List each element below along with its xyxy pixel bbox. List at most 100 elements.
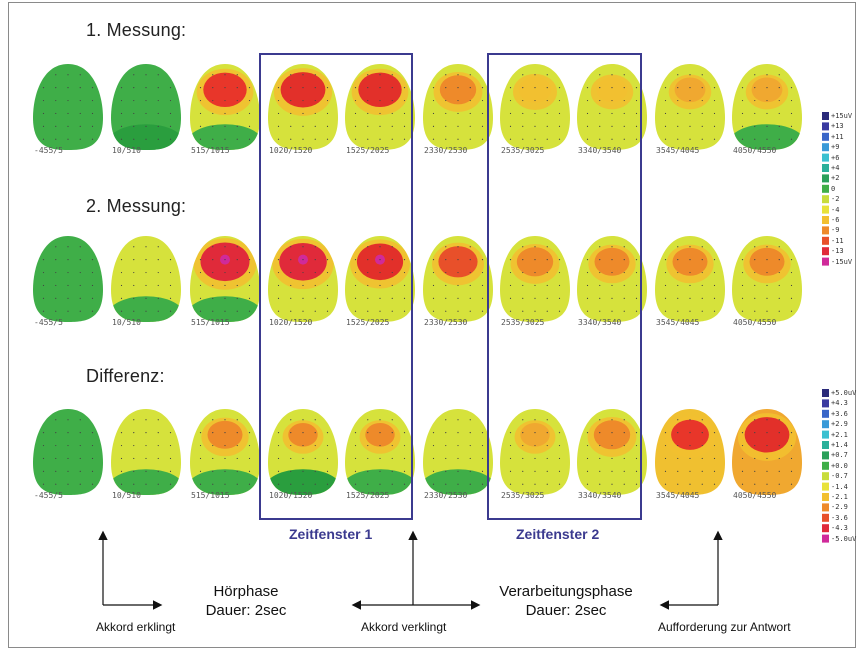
scale-2-label-10: -1.4 — [831, 482, 848, 491]
time-window-2-box — [487, 53, 642, 520]
brain-map-r2-c10 — [732, 236, 802, 322]
scale-1-label-4: +9 — [831, 143, 840, 152]
scale-2-swatch-11 — [822, 493, 829, 501]
caption-answer-prompt: Aufforderung zur Antwort — [658, 620, 791, 634]
scale-1-swatch-11 — [822, 216, 829, 224]
processing-phase: Verarbeitungsphase Dauer: 2sec — [476, 582, 656, 620]
brain-map-r1-c9 — [655, 64, 725, 150]
scale-2-label-5: +2.1 — [831, 430, 848, 439]
brain-map-r3-c9 — [655, 409, 725, 495]
brain-map-r3-c4 — [268, 409, 338, 495]
map-time-label-r1-c7: 2535/3025 — [501, 146, 545, 155]
brain-map-r2-c8 — [577, 236, 647, 322]
scale-2-swatch-2 — [822, 399, 829, 408]
scale-1-swatch-6 — [822, 164, 829, 172]
brain-map-r3-c10 — [732, 409, 802, 495]
listening-phase-duration: Dauer: 2sec — [205, 602, 287, 619]
map-time-label-r3-c4: 1020/1520 — [269, 491, 313, 500]
map-time-label-r3-c2: 10/510 — [112, 491, 141, 500]
caption-chord-fades: Akkord verklingt — [361, 620, 447, 634]
scale-1-swatch-14 — [822, 247, 829, 256]
time-window-2-label: Zeitfenster 2 — [516, 526, 600, 542]
brain-map-r2-c3 — [190, 236, 260, 322]
scale-1-swatch-15 — [822, 257, 829, 266]
scale-1-label-1: +15uV — [831, 112, 853, 120]
listening-phase-title: Hörphase — [213, 583, 279, 600]
map-time-label-r1-c9: 3545/4045 — [656, 146, 700, 155]
brain-map-r1-c3 — [190, 64, 260, 150]
map-time-label-r2-c1: -455/5 — [34, 318, 63, 327]
map-time-label-r2-c5: 1525/2025 — [346, 318, 390, 327]
scale-1-swatch-5 — [822, 153, 829, 162]
scale-2-label-3: +3.6 — [831, 409, 848, 418]
brain-map-r3-c7 — [500, 409, 570, 495]
scale-2-label-4: +2.9 — [831, 420, 848, 429]
map-time-label-r1-c2: 10/510 — [112, 146, 141, 155]
brain-map-r3-c6 — [423, 409, 493, 495]
scale-1-label-13: -11 — [831, 236, 844, 245]
map-time-label-r2-c3: 515/1015 — [191, 318, 230, 327]
scale-1-label-8: 0 — [831, 184, 836, 193]
scale-1-swatch-2 — [822, 122, 829, 131]
figure-frame — [8, 2, 856, 648]
scale-1-swatch-9 — [822, 195, 829, 204]
scale-1-label-15: -15uV — [831, 257, 853, 266]
map-time-label-r2-c10: 4050/4550 — [733, 318, 777, 327]
brain-map-r1-c7 — [500, 64, 570, 150]
scale-1-swatch-4 — [822, 143, 829, 152]
brain-map-r1-c10 — [732, 64, 802, 150]
scale-1-label-9: -2 — [831, 195, 840, 204]
scale-2-label-14: -4.3 — [831, 524, 848, 533]
brain-map-r2-c9 — [655, 236, 725, 322]
map-time-label-r2-c9: 3545/4045 — [656, 318, 700, 327]
scale-1-label-2: +13 — [831, 122, 844, 131]
caption-chord-sounds: Akkord erklingt — [96, 620, 176, 634]
scale-1-label-12: -9 — [831, 226, 840, 235]
map-time-label-r2-c2: 10/510 — [112, 318, 141, 327]
brain-map-r1-c1 — [33, 64, 103, 150]
processing-phase-duration: Dauer: 2sec — [525, 602, 607, 619]
brain-map-r2-c5 — [345, 236, 415, 322]
time-window-1-box — [259, 53, 413, 520]
map-time-label-r3-c6: 2330/2530 — [424, 491, 468, 500]
scale-2-label-11: -2.1 — [831, 493, 848, 501]
scale-2-swatch-5 — [822, 430, 829, 439]
scale-2-label-8: +0.0 — [831, 461, 848, 470]
map-time-label-r3-c8: 3340/3540 — [578, 491, 622, 500]
scale-2-label-7: +0.7 — [831, 451, 848, 460]
scale-2-swatch-14 — [822, 524, 829, 533]
brain-map-r3-c3 — [190, 409, 260, 495]
map-time-label-r3-c1: -455/5 — [34, 491, 63, 500]
brain-map-r1-c8 — [577, 64, 647, 150]
scale-2-swatch-15 — [822, 534, 829, 543]
brain-map-r1-c6 — [423, 64, 493, 150]
scale-1-label-3: +11 — [831, 132, 844, 141]
brain-map-r2-c4 — [268, 236, 338, 322]
row-title-difference: Differenz: — [86, 366, 165, 386]
scale-1-label-5: +6 — [831, 153, 840, 162]
scale-2-swatch-6 — [822, 441, 829, 449]
row-title-measurement-1: 1. Messung: — [86, 20, 187, 40]
map-time-label-r2-c8: 3340/3540 — [578, 318, 622, 327]
scale-1-label-11: -6 — [831, 216, 840, 224]
brain-map-r3-c2 — [111, 409, 181, 495]
scale-2-swatch-8 — [822, 461, 829, 470]
scale-1-swatch-7 — [822, 174, 829, 183]
map-time-label-r2-c6: 2330/2530 — [424, 318, 468, 327]
map-time-label-r2-c7: 2535/3025 — [501, 318, 545, 327]
scale-1-label-10: -4 — [831, 205, 840, 214]
map-time-label-r1-c6: 2330/2530 — [424, 146, 468, 155]
scale-2-label-1: +5.0uV — [831, 389, 857, 397]
scale-2-label-9: -0.7 — [831, 472, 848, 481]
map-time-label-r3-c7: 2535/3025 — [501, 491, 545, 500]
map-time-label-r1-c10: 4050/4550 — [733, 146, 777, 155]
processing-phase-title: Verarbeitungsphase — [499, 583, 633, 600]
map-time-label-r3-c9: 3545/4045 — [656, 491, 700, 500]
map-time-label-r3-c10: 4050/4550 — [733, 491, 777, 500]
time-window-1-label: Zeitfenster 1 — [289, 526, 373, 542]
map-time-label-r3-c5: 1525/2025 — [346, 491, 390, 500]
map-time-label-r1-c3: 515/1015 — [191, 146, 230, 155]
brain-map-r1-c2 — [111, 64, 181, 150]
scale-1-swatch-10 — [822, 205, 829, 214]
scale-1-swatch-12 — [822, 226, 829, 235]
